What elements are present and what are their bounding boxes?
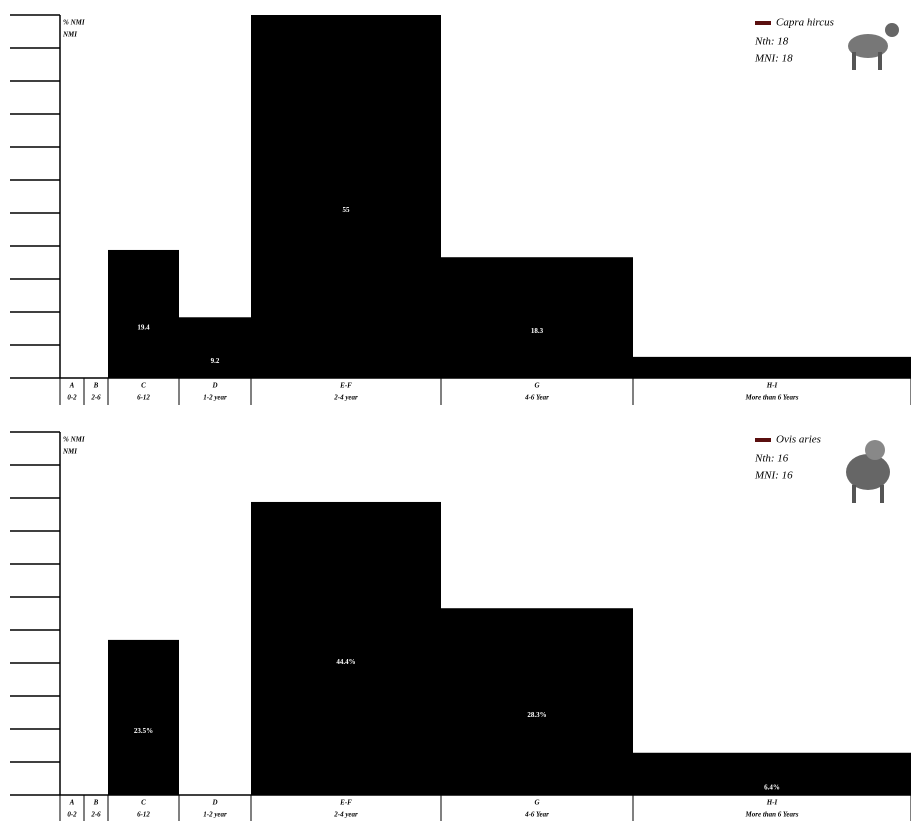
- y-label: NMI: [62, 31, 77, 39]
- legend-nth: Nth: 16: [754, 453, 789, 465]
- legend-nth: Nth: 18: [754, 36, 789, 48]
- x-tick-age: 4-6 Year: [524, 811, 549, 819]
- bar: [108, 639, 179, 795]
- x-tick-age: 2-6: [90, 394, 101, 402]
- value-label: 19.4: [137, 324, 150, 332]
- value-label: 9.2: [211, 357, 220, 365]
- legend-label: Capra hircus: [776, 17, 834, 29]
- x-tick-age: 2-6: [90, 811, 101, 819]
- legend-mni: MNI: 18: [754, 53, 793, 65]
- y-label: % NMI: [63, 19, 85, 27]
- goat-icon: [848, 23, 899, 70]
- sheep-icon: [846, 440, 890, 503]
- x-tick-label: H-I: [766, 382, 778, 390]
- y-label: NMI: [62, 448, 77, 456]
- bar: [251, 501, 441, 795]
- x-tick-age: 2-4 year: [333, 811, 358, 819]
- x-tick-age: More than 6 Years: [745, 394, 799, 402]
- x-tick-label: A: [69, 799, 75, 807]
- legend-mni: MNI: 16: [754, 470, 793, 482]
- legend-swatch: [755, 21, 771, 25]
- x-tick-label: H-I: [766, 799, 778, 807]
- x-tick-age: 4-6 Year: [524, 394, 549, 402]
- value-label: 23.5%: [134, 727, 153, 735]
- x-tick-age: 0-2: [67, 394, 77, 402]
- bar: [441, 257, 633, 378]
- value-label: 28.3%: [527, 711, 546, 719]
- x-tick-age: 6-12: [137, 811, 150, 819]
- x-tick-label: D: [211, 799, 217, 807]
- legend-label: Ovis aries: [776, 434, 821, 446]
- x-tick-age: 1-2 year: [203, 394, 227, 402]
- x-tick-label: E-F: [339, 382, 352, 390]
- x-tick-label: B: [93, 799, 99, 807]
- x-tick-label: D: [211, 382, 217, 390]
- y-label: % NMI: [63, 436, 85, 444]
- bar: [251, 15, 441, 378]
- x-tick-age: 0-2: [67, 811, 77, 819]
- value-label: 3.2: [768, 377, 777, 385]
- value-label: 55: [343, 206, 351, 214]
- value-label: 44.4%: [336, 658, 355, 666]
- x-tick-label: B: [93, 382, 99, 390]
- bar: [179, 317, 251, 378]
- value-label: 18.3: [531, 327, 544, 335]
- x-tick-age: 2-4 year: [333, 394, 358, 402]
- x-tick-label: C: [141, 382, 146, 390]
- bar: [441, 608, 633, 795]
- value-label: 6.4%: [764, 783, 780, 791]
- x-tick-label: G: [534, 382, 539, 390]
- x-tick-label: C: [141, 799, 146, 807]
- x-tick-label: A: [69, 382, 75, 390]
- legend-swatch: [755, 438, 771, 442]
- bar: [633, 356, 911, 378]
- x-tick-age: More than 6 Years: [745, 811, 799, 819]
- bar: [108, 249, 179, 378]
- x-tick-label: E-F: [339, 799, 352, 807]
- bar: [633, 752, 911, 795]
- x-tick-age: 6-12: [137, 394, 150, 402]
- x-tick-age: 1-2 year: [203, 811, 227, 819]
- x-tick-label: G: [534, 799, 539, 807]
